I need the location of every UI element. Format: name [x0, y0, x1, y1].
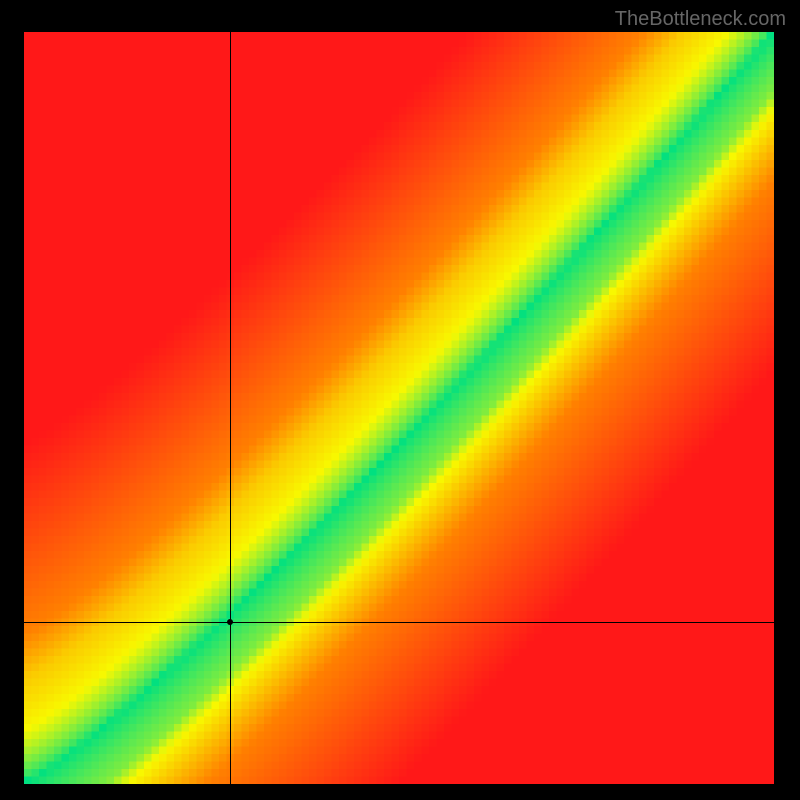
heatmap-canvas: [24, 32, 774, 784]
crosshair-horizontal: [24, 622, 774, 623]
bottleneck-heatmap: [24, 32, 774, 784]
watermark-text: TheBottleneck.com: [615, 8, 786, 31]
crosshair-vertical: [230, 32, 231, 784]
marker-point: [227, 619, 233, 625]
